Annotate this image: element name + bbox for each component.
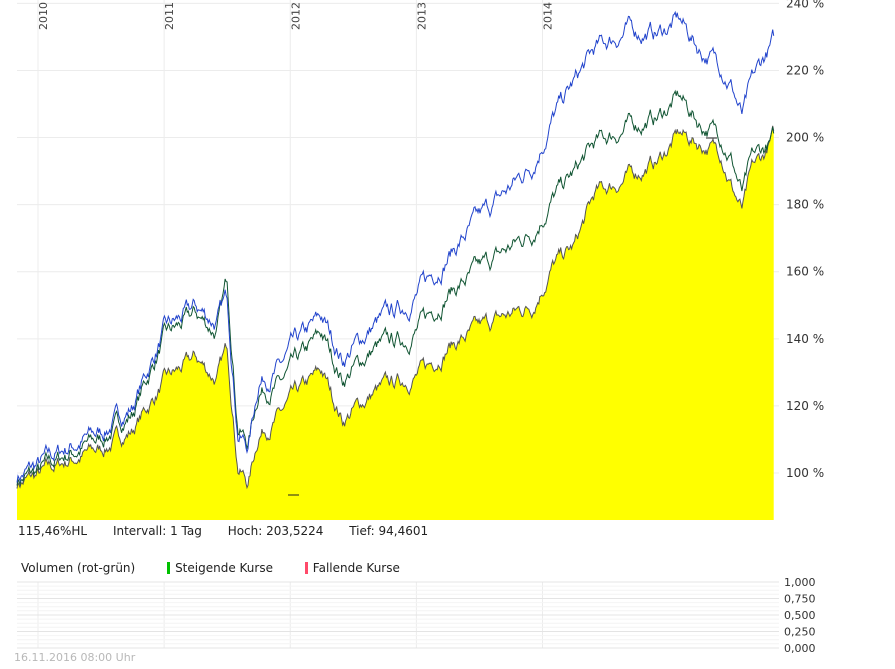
y-tick-label: 100 % <box>786 466 824 480</box>
volume-legend: Volumen (rot-grün) Steigende Kurse Falle… <box>21 561 428 575</box>
x-tick-labels: 2010 2011 2012 2013 2014 <box>37 2 554 30</box>
legend-falling: Fallende Kurse <box>304 561 400 575</box>
y-tick-label: 160 % <box>786 265 824 279</box>
green-series-line <box>16 89 775 487</box>
low-value: Tief: 94,4601 <box>349 524 429 538</box>
volume-y-tick-label: 0,250 <box>784 626 816 639</box>
x-tick-label: 2014 <box>542 2 555 30</box>
falling-label: Fallende Kurse <box>312 561 400 575</box>
volume-label: Volumen (rot-grün) <box>21 561 136 575</box>
volume-y-tick-label: 0,500 <box>784 609 816 622</box>
falling-swatch <box>304 562 308 574</box>
volume-y-tick-labels: 1,000 0,750 0,500 0,250 0,000 <box>784 576 816 655</box>
volume-y-tick-label: 1,000 <box>784 576 816 589</box>
area-series-line <box>16 125 775 490</box>
x-tick-label: 2010 <box>37 2 50 30</box>
interval-value: Intervall: 1 Tag <box>112 524 202 538</box>
indicator-value: 115,46%HL <box>18 524 88 538</box>
timestamp: 16.11.2016 08:00 Uhr <box>14 651 136 664</box>
volume-y-tick-label: 0,000 <box>784 642 816 655</box>
blue-series-line <box>16 10 775 483</box>
y-tick-label: 220 % <box>786 63 824 77</box>
x-tick-label: 2011 <box>163 2 176 30</box>
y-tick-label: 180 % <box>786 198 824 212</box>
y-tick-label: 240 % <box>786 0 824 10</box>
y-tick-labels: 240 % 220 % 200 % 180 % 160 % 140 % 120 % 100 % <box>786 0 824 480</box>
x-tick-label: 2012 <box>289 2 302 30</box>
area-series-fill <box>17 125 774 521</box>
y-tick-label: 200 % <box>786 131 824 145</box>
high-value: Hoch: 203,5224 <box>227 524 324 538</box>
x-tick-label: 2013 <box>415 2 428 30</box>
legend-rising: Steigende Kurse <box>167 561 273 575</box>
chart-info-row: 115,46%HL Intervall: 1 Tag Hoch: 203,522… <box>18 524 450 538</box>
volume-grid <box>17 581 779 649</box>
rising-swatch <box>167 562 171 574</box>
volume-y-tick-label: 0,750 <box>784 593 816 606</box>
rising-label: Steigende Kurse <box>175 561 273 575</box>
y-tick-label: 120 % <box>786 399 824 413</box>
y-tick-label: 140 % <box>786 332 824 346</box>
